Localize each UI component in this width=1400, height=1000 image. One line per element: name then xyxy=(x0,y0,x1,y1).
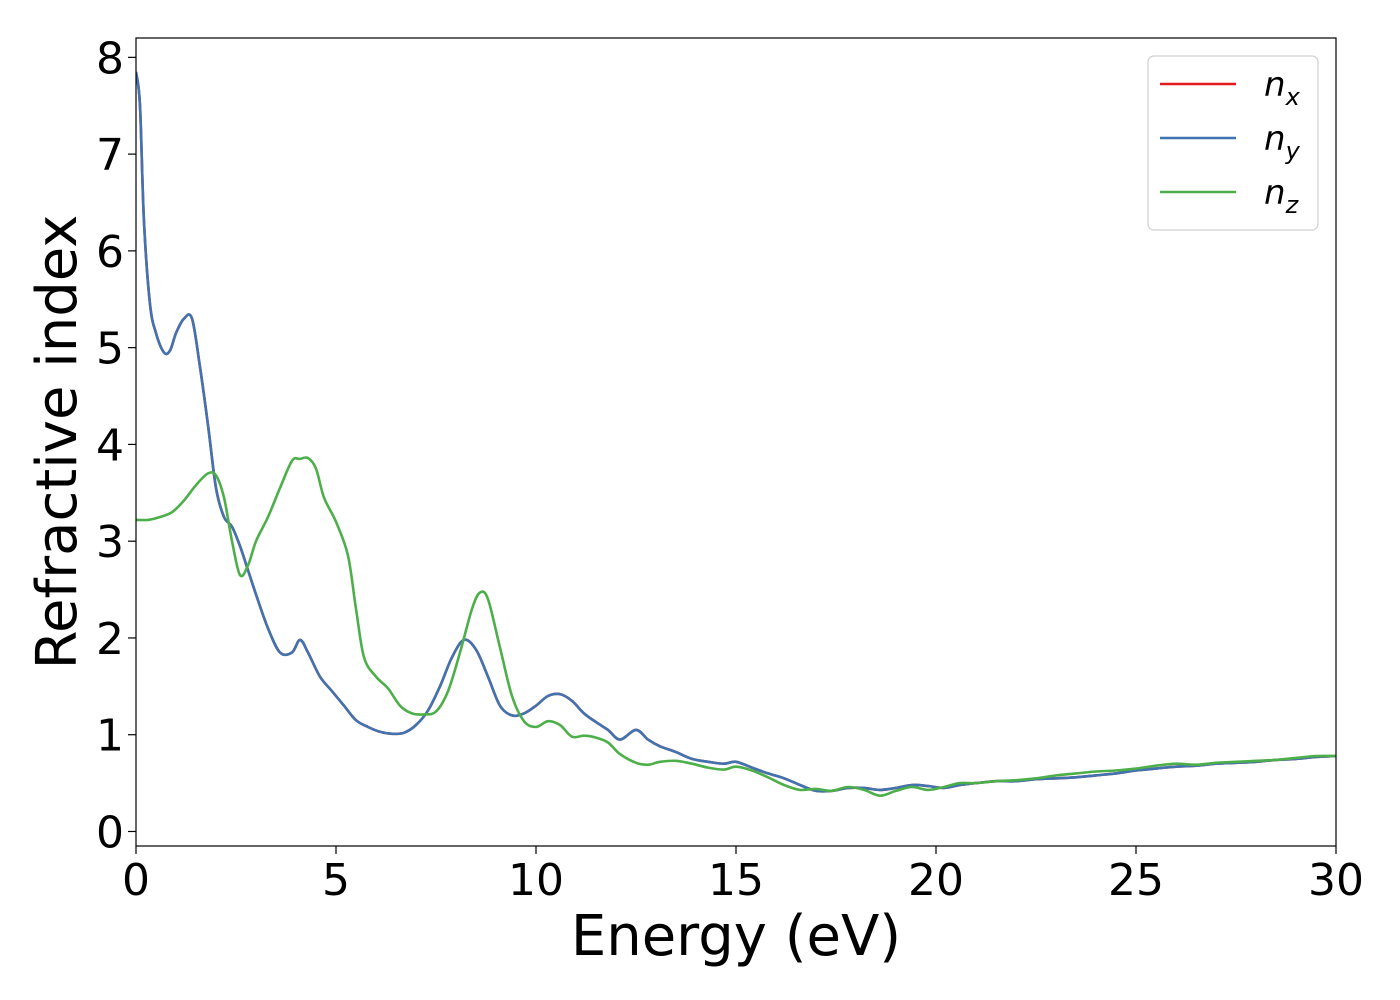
y-tick-label: 4 xyxy=(96,420,124,471)
series-line-n-z xyxy=(136,456,1336,798)
y-tick-label: 8 xyxy=(96,33,124,84)
x-tick-label: 10 xyxy=(508,855,564,906)
x-tick-label: 25 xyxy=(1108,855,1164,906)
x-tick-label: 30 xyxy=(1308,855,1364,906)
legend-label-n-y: ny xyxy=(1264,119,1301,165)
x-tick-label: 0 xyxy=(122,855,150,906)
legend-label-n-x: nx xyxy=(1264,65,1301,111)
axes-layer: 0 5 10 15 20 25 30 0 1 2 3 4 5 6 7 8 xyxy=(96,33,1364,906)
series-layer xyxy=(136,71,1336,798)
y-axis-title: Refractive index xyxy=(25,215,90,670)
x-tick-label: 5 xyxy=(322,855,350,906)
legend: nx ny nz xyxy=(1147,55,1319,231)
y-tick-label: 7 xyxy=(96,130,124,181)
legend-box xyxy=(1147,55,1319,231)
y-tick-label: 3 xyxy=(96,517,124,568)
y-tick-label: 6 xyxy=(96,227,124,278)
y-tick-label: 0 xyxy=(96,807,124,858)
legend-label-n-z: nz xyxy=(1264,173,1300,219)
y-tick-label: 1 xyxy=(96,711,124,762)
x-tick-label: 20 xyxy=(908,855,964,906)
x-axis-title: Energy (eV) xyxy=(571,904,901,969)
y-tick-label: 5 xyxy=(96,324,124,375)
y-tick-label: 2 xyxy=(96,614,124,665)
x-tick-label: 15 xyxy=(708,855,764,906)
